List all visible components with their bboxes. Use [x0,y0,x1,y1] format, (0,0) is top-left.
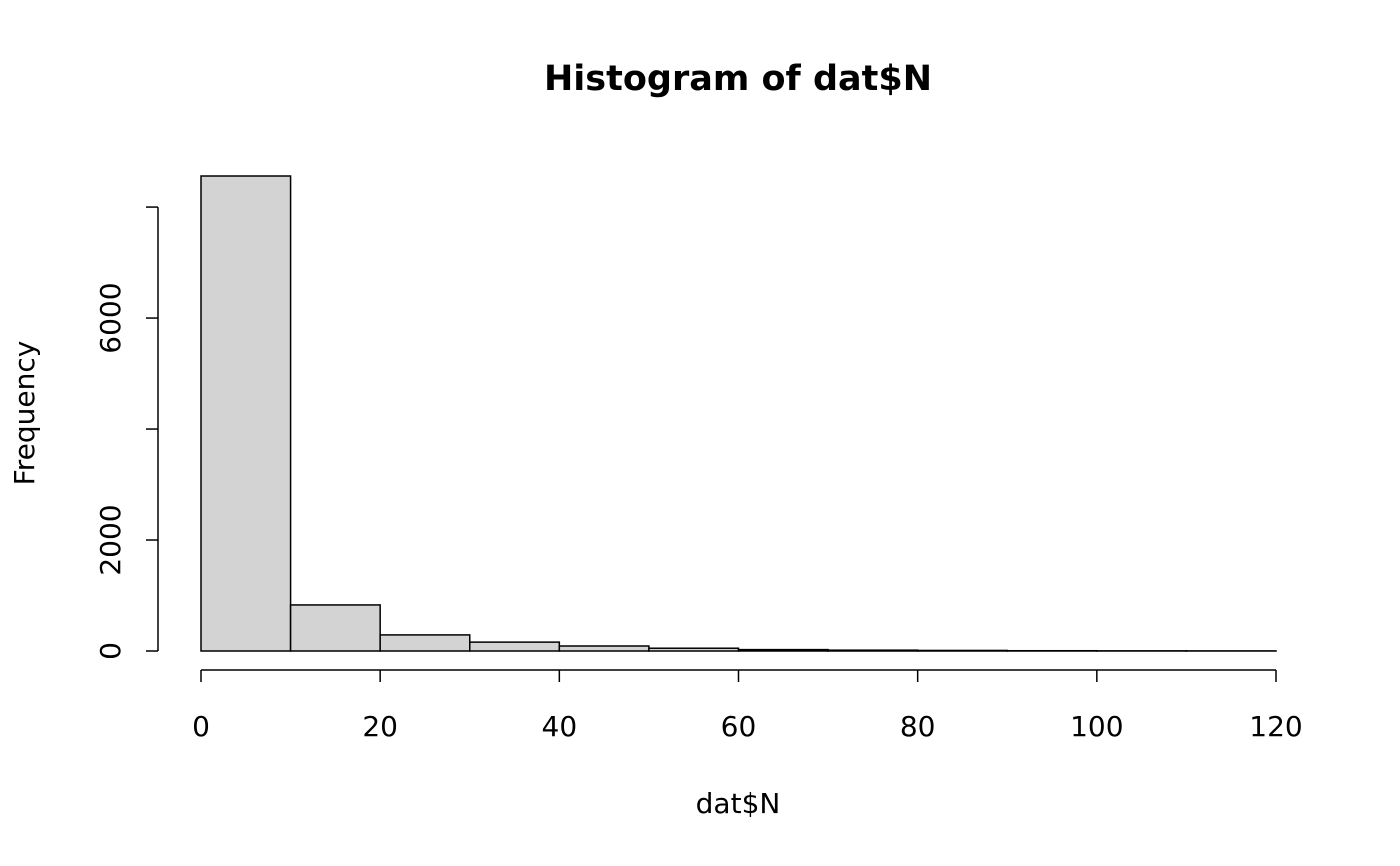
x-tick-label: 40 [542,710,578,743]
bar [379,634,471,652]
bar [200,175,292,652]
bar [916,649,1009,652]
x-tick-label: 60 [721,710,757,743]
bar [648,647,740,652]
bar [289,604,381,652]
bar [469,641,561,652]
y-tick-label: 2000 [94,504,127,575]
bar [737,648,829,652]
x-axis-label: dat$N [696,787,781,820]
x-tick-label: 80 [900,710,936,743]
chart-title: Histogram of dat$N [544,59,932,99]
y-tick-label: 6000 [94,282,127,353]
x-tick-label: 100 [1070,710,1123,743]
bar [558,645,650,652]
y-tick-label: 0 [94,642,127,660]
x-tick-label: 20 [362,710,398,743]
y-axis-label: Frequency [8,341,41,486]
x-tick-label: 120 [1249,710,1302,743]
x-tick-label: 0 [192,710,210,743]
bar [827,649,919,652]
